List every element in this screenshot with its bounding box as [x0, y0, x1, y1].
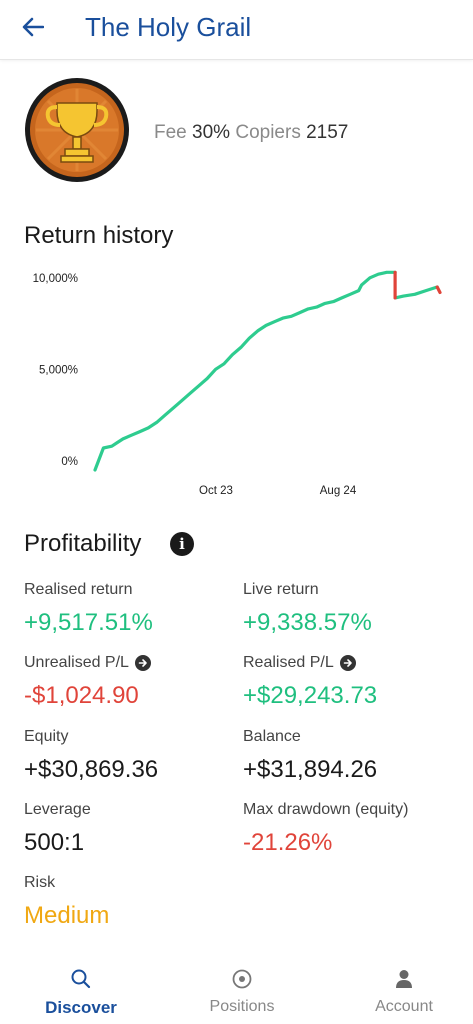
metric-value: +$29,243.73	[243, 682, 378, 709]
person-icon	[396, 970, 412, 988]
strategy-summary: Fee 30% Copiers 2157	[24, 77, 454, 187]
copiers-label: Copiers	[235, 122, 301, 143]
arrow-left-icon	[22, 17, 44, 37]
page-title: The Holy Grail	[85, 12, 252, 42]
metric-leverage: Leverage 500:1	[24, 800, 244, 857]
fee-copiers-stats: Fee 30% Copiers 2157	[154, 122, 348, 144]
metric-value: -$1,024.90	[24, 682, 139, 709]
metric-label: Leverage	[24, 801, 91, 818]
y-tick-label: 5,000%	[39, 364, 78, 376]
metric-label: Realised return	[24, 581, 133, 598]
metric-value: +$31,894.26	[243, 756, 378, 783]
trophy-icon	[45, 102, 109, 163]
fee-label: Fee	[154, 122, 187, 143]
nav-account[interactable]: Account	[334, 966, 473, 1016]
metric-value: +9,338.57%	[243, 609, 372, 636]
bottom-navigation: Discover Positions Account	[0, 958, 473, 1024]
metric-value: Medium	[24, 902, 110, 929]
metric-realised-return: Realised return +9,517.51%	[24, 580, 244, 637]
nav-positions[interactable]: Positions	[172, 966, 312, 1016]
metric-unrealised-pl: Unrealised P/L -$1,024.90	[24, 653, 244, 710]
return-series-line-1	[393, 285, 439, 300]
nav-label: Account	[375, 998, 433, 1015]
arrow-right-icon[interactable]	[134, 655, 151, 671]
copiers-value: 2157	[306, 122, 349, 143]
arrow-right-icon[interactable]	[339, 655, 356, 671]
nav-label: Discover	[45, 998, 117, 1017]
nav-label: Positions	[209, 998, 275, 1015]
return-series-line-3	[435, 285, 442, 295]
metric-label: Realised P/L	[243, 654, 334, 671]
trophy-avatar	[25, 78, 129, 182]
metric-label: Balance	[243, 728, 301, 745]
info-icon[interactable]: i	[170, 532, 194, 556]
return-history-chart: 10,000% 5,000% 0% Oct 23 Aug 24	[33, 270, 442, 497]
y-tick-label: 0%	[61, 456, 78, 468]
metric-live-return: Live return +9,338.57%	[243, 580, 463, 637]
metric-risk: Risk Medium	[24, 873, 244, 930]
metric-realised-pl: Realised P/L +$29,243.73	[243, 653, 463, 710]
top-app-bar: The Holy Grail	[0, 0, 473, 60]
metric-label: Equity	[24, 728, 69, 745]
x-tick-label: Oct 23	[199, 485, 233, 497]
fee-value: 30%	[192, 122, 231, 143]
metric-value: 500:1	[24, 829, 85, 856]
back-button[interactable]	[16, 10, 50, 44]
metric-max-drawdown: Max drawdown (equity) -21.26%	[243, 800, 463, 857]
profitability-title: Profitability	[24, 530, 142, 557]
metric-label: Live return	[243, 581, 319, 598]
return-history-title: Return history	[24, 222, 174, 249]
metric-value: +9,517.51%	[24, 609, 153, 636]
metric-equity: Equity +$30,869.36	[24, 727, 244, 784]
metric-value: +$30,869.36	[24, 756, 159, 783]
metric-balance: Balance +$31,894.26	[243, 727, 463, 784]
metric-value: -21.26%	[243, 829, 333, 856]
target-icon	[232, 969, 252, 989]
search-icon	[71, 969, 91, 989]
metric-label: Risk	[24, 874, 56, 891]
metric-label: Unrealised P/L	[24, 654, 129, 671]
return-series-line-0	[93, 270, 397, 472]
x-tick-label: Aug 24	[320, 485, 357, 497]
y-tick-label: 10,000%	[33, 273, 78, 285]
metric-label: Max drawdown (equity)	[243, 801, 409, 818]
nav-discover[interactable]: Discover	[11, 966, 151, 1018]
